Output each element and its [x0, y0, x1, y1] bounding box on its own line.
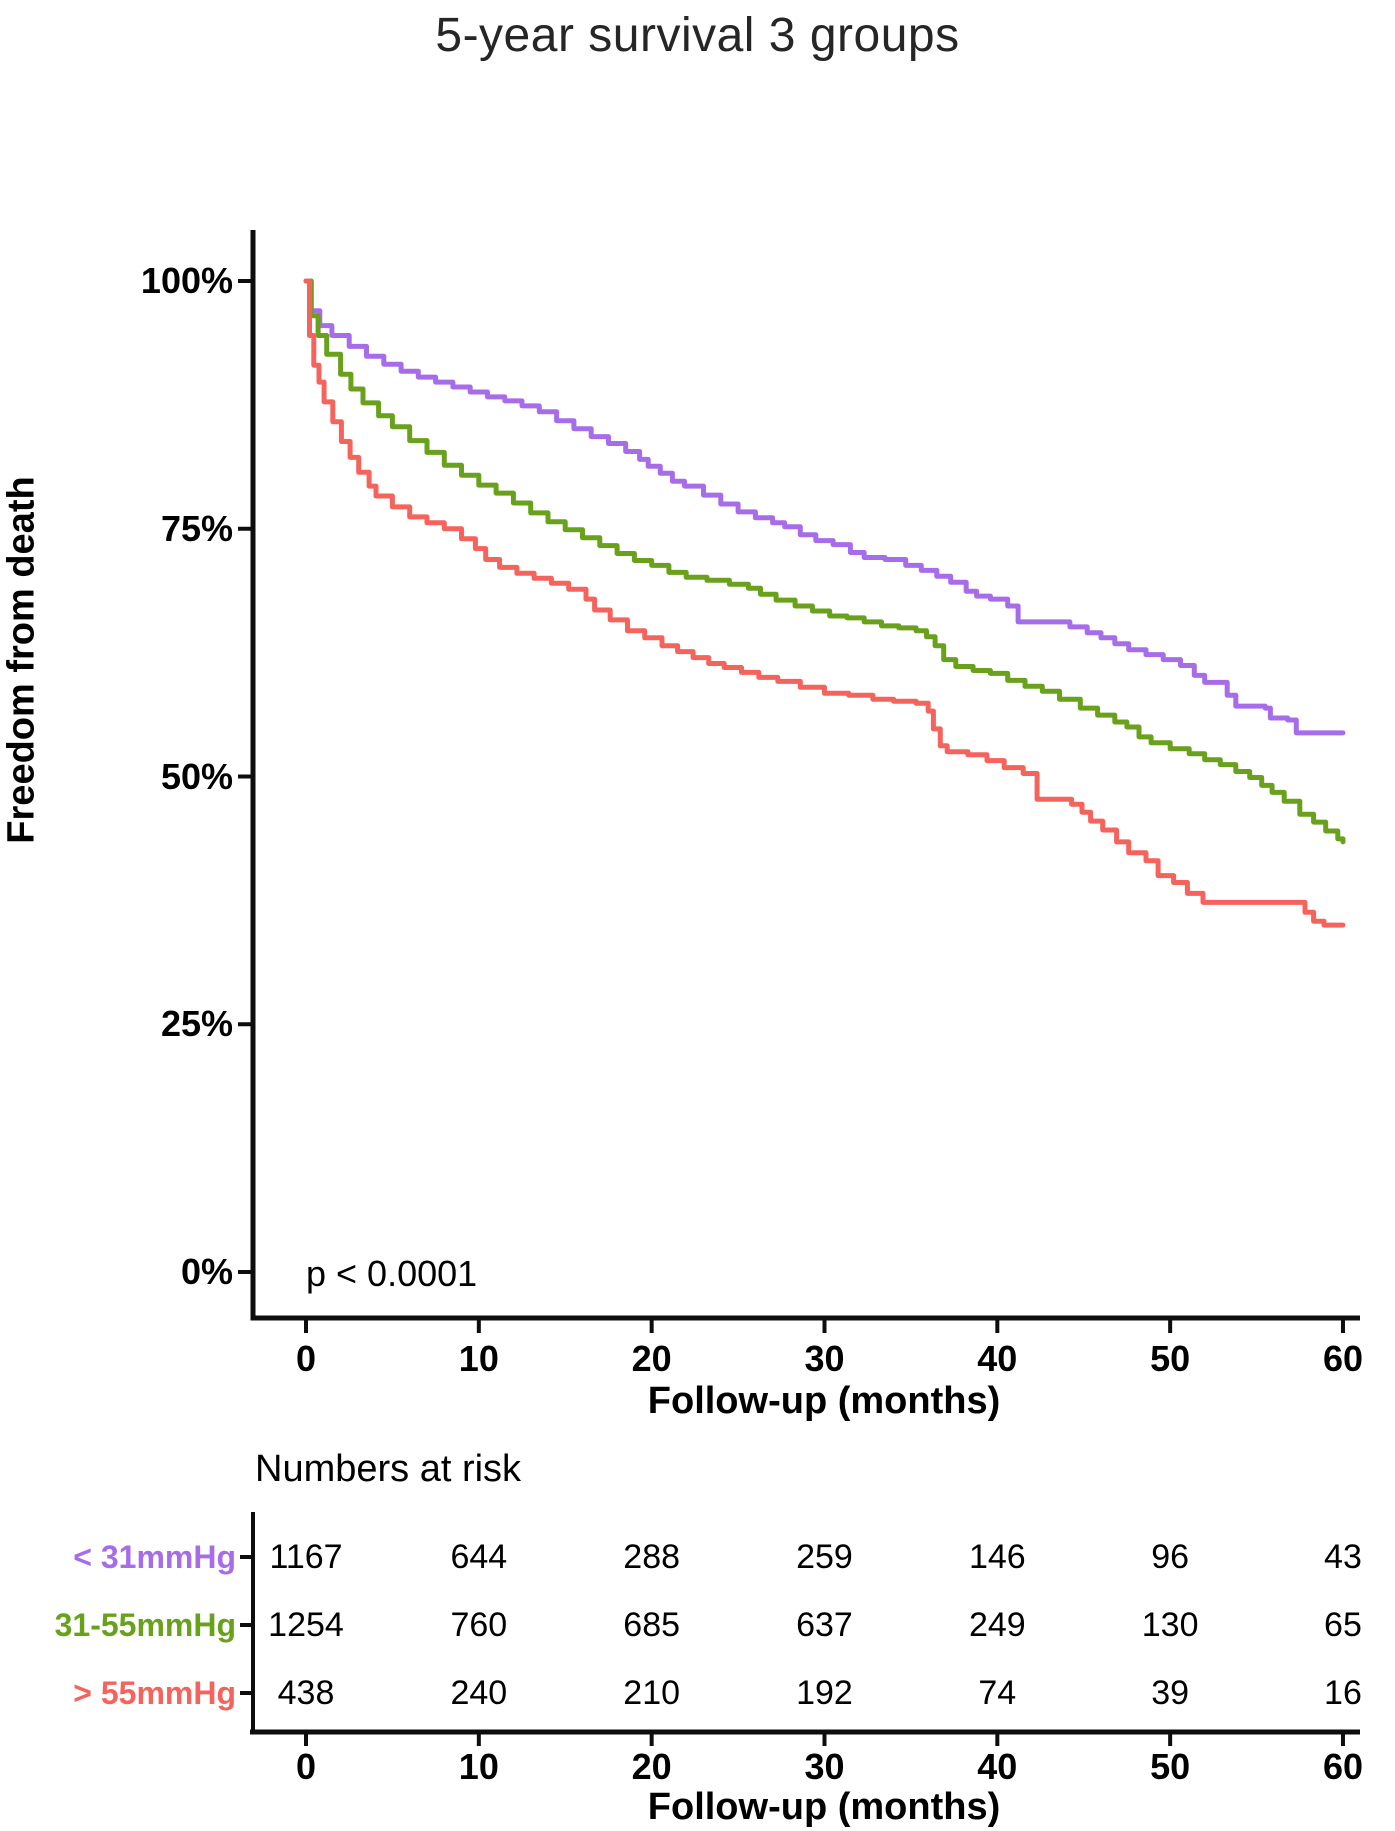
x-tick-label: 60: [1322, 1338, 1363, 1379]
x-tick-label: 20: [631, 1338, 672, 1379]
risk-count: 760: [450, 1606, 508, 1644]
km-curve-lt31mmHg: [303, 278, 1346, 736]
risk-count: 438: [277, 1674, 335, 1712]
p-value-annotation: p < 0.0001: [306, 1253, 478, 1294]
risk-count: 130: [1141, 1606, 1199, 1644]
x-tick-label: 0: [295, 1338, 317, 1379]
risk-count: 637: [796, 1606, 853, 1644]
x-axis-title: Follow-up (months): [647, 1380, 1001, 1422]
risk-count: 146: [968, 1538, 1026, 1576]
risk-count: 1167: [269, 1538, 343, 1576]
risk-count: 43: [1324, 1538, 1362, 1576]
risk-table-x-axis-title: Follow-up (months): [647, 1786, 1001, 1828]
risk-row-label-31mmHg: < 31mmHg: [73, 1539, 236, 1575]
x-tick-label: 10: [458, 1338, 499, 1379]
risk-x-tick-label: 10: [458, 1746, 499, 1787]
risk-count: 210: [623, 1674, 681, 1712]
x-tick-label: 50: [1150, 1338, 1191, 1379]
risk-count: 249: [968, 1606, 1026, 1644]
risk-count: 240: [450, 1674, 508, 1712]
risk-row-label-3155mmHg: 31-55mmHg: [54, 1607, 236, 1643]
risk-count: 74: [978, 1674, 1017, 1712]
risk-x-tick-label: 50: [1150, 1746, 1191, 1787]
risk-x-tick-label: 60: [1322, 1746, 1363, 1787]
y-tick-label: 0%: [180, 1251, 233, 1292]
km-curve-gt55mmHg: [303, 278, 1346, 928]
risk-count: 39: [1151, 1674, 1190, 1712]
y-tick-label: 25%: [160, 1003, 233, 1045]
y-tick-label: 100%: [140, 260, 233, 301]
risk-x-tick-label: 30: [804, 1746, 845, 1787]
y-tick-label: 75%: [160, 507, 233, 549]
risk-x-tick-label: 40: [977, 1746, 1018, 1787]
y-tick-label: 50%: [160, 755, 233, 797]
risk-count: 644: [450, 1538, 508, 1576]
chart-title: 5-year survival 3 groups: [435, 9, 960, 62]
x-tick-label: 30: [804, 1338, 845, 1379]
risk-count: 16: [1324, 1674, 1362, 1712]
risk-x-tick-label: 0: [295, 1746, 317, 1787]
risk-count: 1254: [268, 1606, 344, 1644]
risk-count: 65: [1324, 1606, 1362, 1644]
risk-count: 96: [1151, 1538, 1190, 1576]
risk-count: 192: [796, 1674, 853, 1712]
x-tick-label: 40: [977, 1338, 1018, 1379]
risk-count: 288: [623, 1538, 681, 1576]
risk-row-label-55mmHg: > 55mmHg: [73, 1675, 236, 1711]
plot-axes-lines: [250, 230, 1360, 1321]
risk-table-title: Numbers at risk: [255, 1448, 522, 1490]
km-curve-31-55mmHg: [303, 278, 1346, 845]
risk-count: 259: [796, 1538, 853, 1576]
risk-count: 685: [623, 1606, 681, 1644]
risk-x-tick-label: 20: [631, 1746, 672, 1787]
